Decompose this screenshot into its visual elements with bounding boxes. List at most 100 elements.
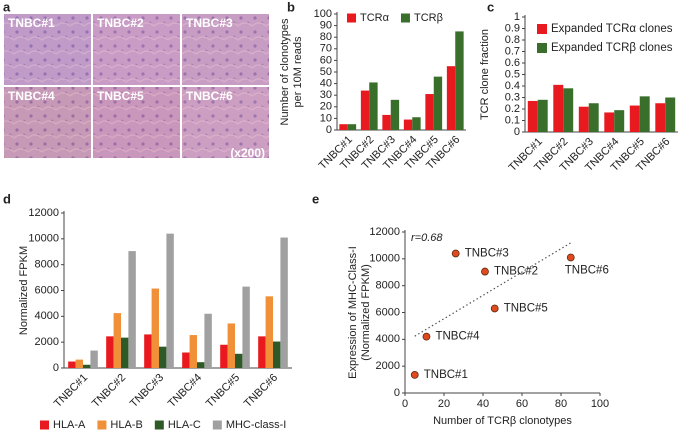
y-axis-label: Expression of MHC-Class-I	[347, 246, 359, 379]
panel-label: b	[287, 0, 295, 14]
y-tick-label: 6000	[35, 284, 59, 296]
bar	[425, 94, 434, 130]
x-tick-label: 80	[555, 398, 567, 410]
magnification: (x200)	[230, 146, 265, 160]
y-tick-label: 0	[394, 387, 400, 399]
y-tick-label: 12000	[28, 207, 59, 219]
y-tick-label: 10000	[28, 233, 59, 245]
x-tick-label: 20	[438, 398, 450, 410]
bar	[90, 350, 98, 368]
bar	[83, 364, 91, 368]
y-tick-label: 2000	[376, 360, 400, 372]
y-tick-label: 100	[314, 8, 332, 20]
x-tick-label: 40	[477, 398, 489, 410]
annotation: r=0.68	[411, 232, 443, 244]
tile-label: TNBC#2	[97, 16, 144, 30]
y-tick-label: 8000	[376, 280, 400, 292]
y-tick-label: 0	[53, 362, 59, 374]
y-tick-label: 10000	[369, 253, 400, 265]
bar	[189, 335, 197, 368]
x-tick-label: TNBC#3	[128, 372, 166, 410]
point	[481, 267, 489, 276]
bar	[563, 88, 574, 132]
y-axis-label: Number of clonotypes	[279, 18, 291, 125]
point	[422, 332, 431, 341]
bar	[382, 114, 391, 130]
bar	[553, 84, 564, 132]
y-tick-label: 4000	[35, 310, 59, 322]
bar	[182, 352, 190, 368]
y-tick-label: 0.1	[505, 114, 520, 126]
x-axis-label: Number of TCRβ clonotypes	[433, 415, 572, 427]
y-axis-label: (Normalized FPKM)	[360, 264, 372, 361]
legend-swatch	[347, 13, 356, 23]
bar	[151, 288, 159, 368]
y-tick-label: 0.3	[505, 91, 520, 103]
legend-swatch	[537, 24, 547, 34]
point	[410, 370, 419, 379]
x-tick-label: TNBC#2	[90, 372, 128, 410]
bar	[527, 100, 538, 132]
tile-label: TNBC#5	[97, 89, 144, 103]
tile-label: TNBC#3	[186, 16, 233, 30]
bar	[347, 124, 357, 130]
bar	[629, 105, 640, 132]
bar	[227, 323, 235, 368]
point	[490, 304, 499, 313]
point-label: TNBC#6	[565, 265, 609, 277]
y-tick-label: 6000	[376, 306, 400, 318]
y-tick-label: 2000	[35, 336, 59, 348]
bar	[242, 286, 250, 368]
bar	[235, 353, 243, 368]
legend-swatch	[154, 420, 164, 430]
legend-swatch	[537, 43, 547, 53]
x-tick-label: 100	[591, 398, 609, 410]
y-tick-label: 70	[320, 43, 332, 55]
panel-label: d	[3, 191, 11, 206]
y-axis-label: Normalized FPKM	[18, 246, 30, 335]
bar	[403, 119, 413, 130]
point-label: TNBC#5	[504, 303, 548, 315]
bar	[280, 237, 288, 368]
legend-label: Expanded TCRβ clones	[551, 42, 673, 54]
point	[566, 253, 575, 262]
y-tick-label: 12000	[369, 226, 400, 238]
point-label: TNBC#3	[465, 247, 509, 259]
legend-label: HLA-A	[53, 419, 86, 431]
bar	[159, 346, 167, 368]
y-axis-label: per 10M reads	[292, 36, 304, 107]
y-tick-label: 80	[320, 31, 332, 43]
panel-label: e	[312, 191, 319, 206]
bar	[220, 344, 228, 368]
y-tick-label: 0	[326, 124, 332, 136]
y-tick-label: 0.9	[505, 22, 520, 34]
legend-label: Expanded TCRα clones	[551, 23, 673, 35]
tile-label: TNBC#1	[8, 16, 55, 30]
bar	[588, 103, 599, 132]
x-tick-label: TNBC#1	[52, 372, 90, 410]
legend-swatch	[40, 420, 49, 430]
bar	[121, 337, 129, 368]
bar	[665, 97, 676, 132]
legend-label: HLA-C	[168, 419, 201, 431]
y-tick-label: 60	[320, 54, 332, 66]
bar	[273, 341, 281, 368]
bar	[412, 117, 421, 130]
bar	[604, 112, 615, 132]
panel-label: c	[487, 0, 494, 14]
y-tick-label: 0.5	[505, 68, 520, 80]
bar	[197, 362, 205, 368]
point-label: TNBC#2	[494, 266, 538, 278]
y-tick-label: 10	[320, 112, 332, 124]
tile-texture	[93, 14, 180, 85]
bar	[614, 110, 625, 132]
x-tick-label: TNBC#4	[166, 372, 204, 410]
bar	[537, 99, 548, 132]
y-tick-label: 0	[514, 126, 520, 138]
y-tick-label: 4000	[376, 333, 400, 345]
tile-texture	[182, 87, 269, 158]
legend-swatch	[400, 13, 410, 23]
tile-texture	[4, 87, 91, 158]
x-tick-label: TNBC#5	[204, 372, 242, 410]
